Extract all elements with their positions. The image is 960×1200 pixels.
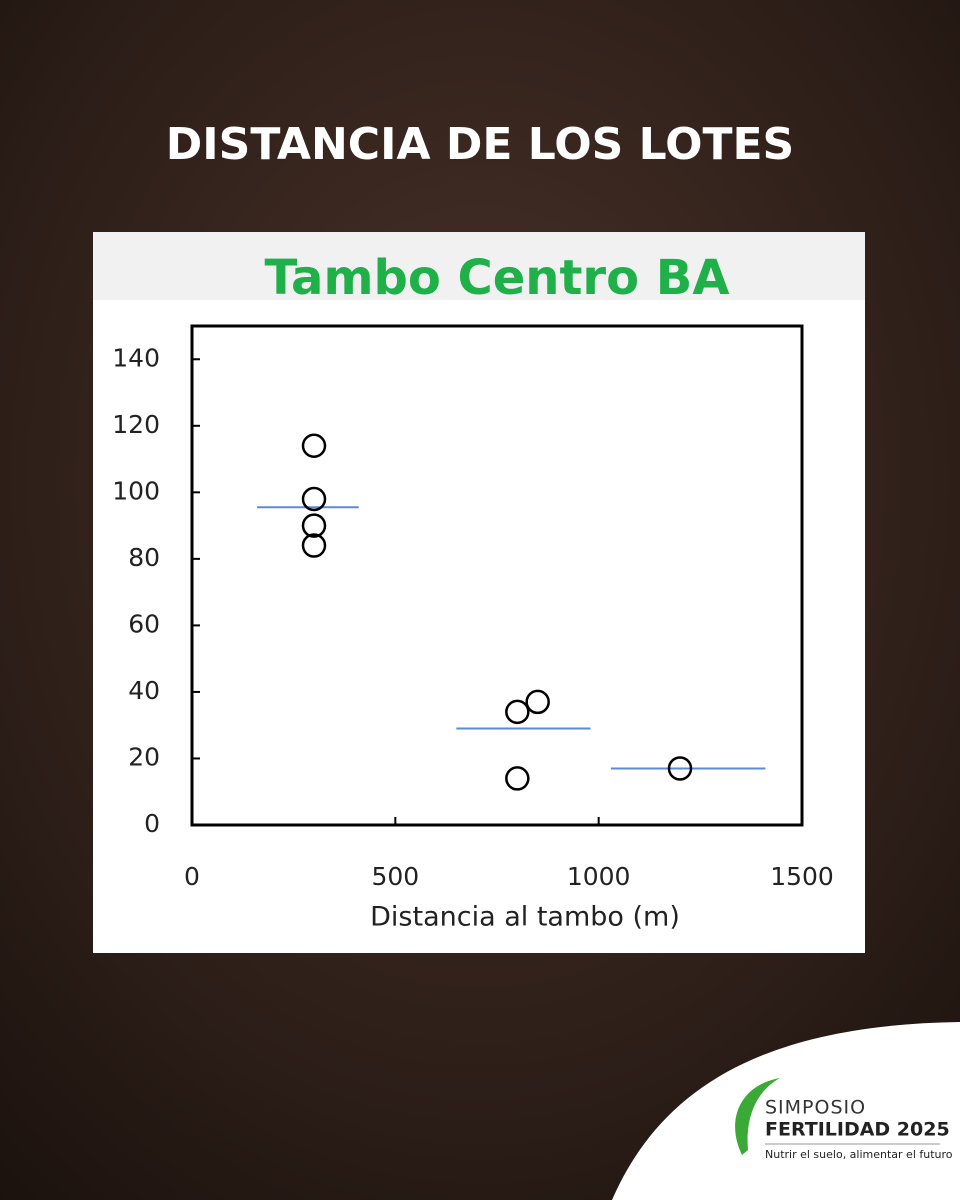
logo-tagline: Nutrir el suelo, alimentar el futuro: [765, 1148, 953, 1161]
y-tick-label: 140: [112, 343, 160, 372]
y-tick-label: 100: [112, 476, 160, 505]
logo-line1: SIMPOSIO: [765, 1097, 866, 1119]
y-tick-label: 0: [144, 809, 160, 838]
y-tick-label: 120: [112, 410, 160, 439]
x-tick-label: 1000: [567, 862, 631, 891]
x-tick-label: 0: [184, 862, 200, 891]
point: [525, 689, 550, 715]
plot-frame: [190, 324, 804, 827]
y-tick-label: 20: [128, 742, 160, 771]
y-tick-label: 60: [128, 609, 160, 638]
logo-leaf: [735, 1078, 780, 1155]
logo-background: [612, 1022, 960, 1200]
title-band: [93, 232, 865, 300]
y-tick-label: 80: [128, 543, 160, 572]
page-title: DISTANCIA DE LOS LOTES: [166, 119, 795, 170]
point: [667, 756, 693, 781]
chart-title: Tambo Centro BA: [265, 250, 730, 306]
point: [301, 533, 327, 558]
point: [301, 486, 327, 512]
point: [301, 433, 327, 459]
point: [505, 766, 530, 791]
y-tick-label: 40: [128, 676, 160, 705]
x-axis-label: Distancia al tambo (m): [370, 902, 680, 933]
chart-panel: [93, 232, 865, 953]
x-tick-label: 1500: [770, 862, 834, 891]
logo-line2: FERTILIDAD 2025: [765, 1119, 950, 1141]
plot: 0 20 40 60 80 100 120 140 0 500 1000 1500: [112, 324, 834, 891]
x-tick-label: 500: [371, 862, 419, 891]
point: [301, 513, 327, 538]
point: [505, 699, 530, 725]
